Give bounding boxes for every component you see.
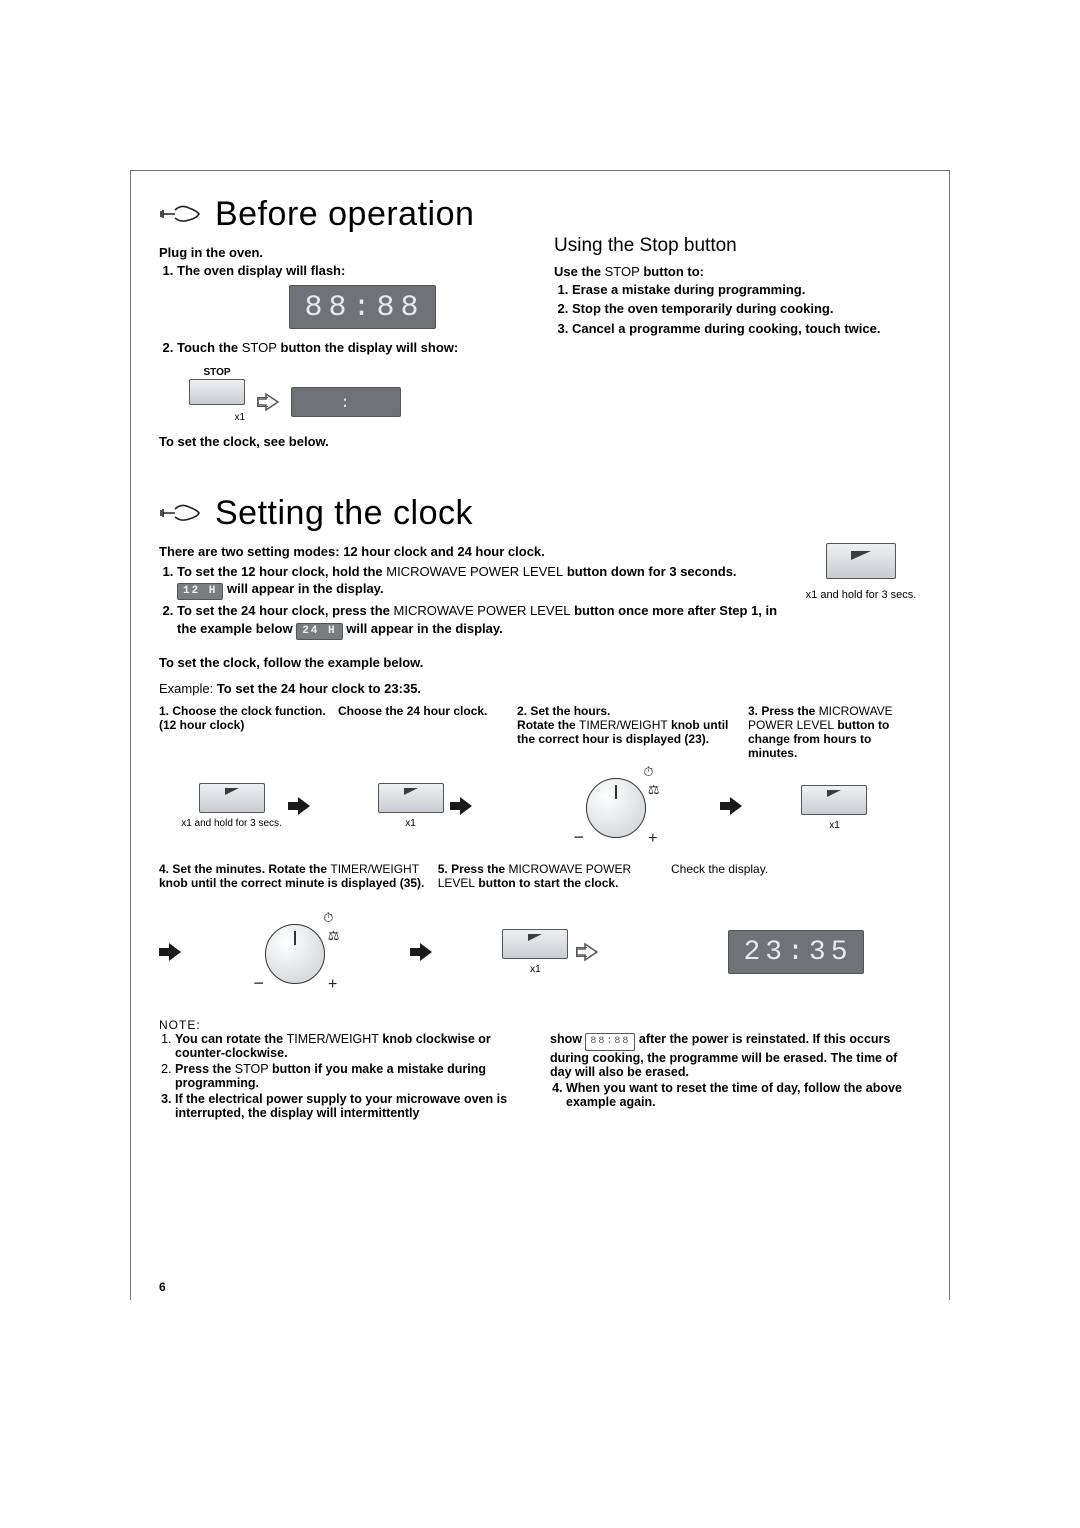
step-5-head: 5. Press the MICROWAVE POWER LEVEL butto… — [438, 862, 665, 904]
timer-weight-knob: ⏱ ⚖ − + — [576, 768, 656, 848]
follow-example: To set the clock, follow the example bel… — [159, 654, 921, 672]
steps-row-1: 1. Choose the clock function. (12 hour c… — [159, 704, 921, 856]
note-2: Press the STOP button if you make a mist… — [175, 1062, 530, 1090]
stop-use-2: Stop the oven temporarily during cooking… — [572, 300, 921, 318]
arrow-right-icon — [255, 389, 281, 415]
note-4: When you want to reset the time of day, … — [566, 1081, 921, 1109]
minus-icon: − — [253, 973, 264, 994]
arrow-right-solid-icon — [410, 943, 432, 961]
timer-weight-knob: ⏱ ⚖ − + — [255, 914, 335, 994]
plug-in-text: Plug in the oven. — [159, 244, 526, 262]
stop-use-1: Erase a mistake during programming. — [572, 281, 921, 299]
power-level-button-graphic — [826, 543, 896, 579]
check-display: Check the display. — [671, 862, 921, 904]
step-1-head: 1. Choose the clock function. (12 hour c… — [159, 704, 332, 758]
section-title-text: Before operation — [215, 195, 474, 234]
note-3-cont: show 88:88 after the power is reinstated… — [550, 1032, 921, 1079]
see-below-text: To set the clock, see below. — [159, 433, 526, 451]
minus-icon: − — [574, 827, 585, 848]
note-1: You can rotate the TIMER/WEIGHT knob clo… — [175, 1032, 530, 1060]
arrow-right-icon — [574, 939, 600, 965]
page-number: 6 — [159, 1280, 166, 1294]
power-level-button-graphic — [801, 785, 867, 815]
step-3-head: 3. Press the MICROWAVE POWER LEVEL butto… — [748, 704, 921, 760]
step-1b-head: Choose the 24 hour clock. — [338, 704, 511, 758]
power-button-aside: x1 and hold for 3 secs. — [801, 543, 921, 602]
lcd-8888-small: 88:88 — [585, 1033, 635, 1051]
stop-button-graphic: STOP — [189, 379, 245, 405]
section-title-2-text: Setting the clock — [215, 494, 473, 533]
stop-word: STOP — [242, 340, 277, 355]
before-operation-section: Before operation Plug in the oven. The o… — [159, 195, 921, 450]
mode-24h: To set the 24 hour clock, press the MICR… — [177, 602, 781, 640]
power-level-button-graphic — [378, 783, 444, 813]
power-level-button-graphic — [502, 929, 568, 959]
clock-icon: ⏱ — [323, 910, 333, 926]
plus-icon: + — [328, 976, 337, 994]
note-3: If the electrical power supply to your m… — [175, 1092, 530, 1120]
lcd-12h: 12 H — [177, 583, 223, 600]
section-title-2: Setting the clock — [159, 494, 921, 533]
lcd-final: 23:35 — [728, 930, 863, 974]
step-4-head: 4. Set the minutes. Rotate the TIMER/WEI… — [159, 862, 432, 904]
step5-under: x1 — [502, 964, 568, 975]
lcd-display: 88:88 — [289, 285, 435, 329]
using-stop-title: Using the Stop button — [554, 235, 921, 257]
plus-icon: + — [648, 830, 657, 848]
two-modes: There are two setting modes: 12 hour clo… — [159, 543, 781, 561]
example-line: Example: To set the 24 hour clock to 23:… — [159, 681, 921, 696]
use-stop-intro: Use the STOP button to: — [554, 263, 921, 281]
manual-page: Before operation Plug in the oven. The o… — [130, 170, 950, 1300]
arrow-right-solid-icon — [159, 943, 181, 961]
clock-icon: ⏱ — [643, 764, 653, 780]
step1b-under: x1 — [378, 818, 444, 829]
note-heading: NOTE: — [159, 1018, 921, 1032]
pointing-hand-icon — [159, 499, 205, 529]
stop-use-3: Cancel a programme during cooking, touch… — [572, 320, 921, 338]
arrow-right-solid-icon — [720, 797, 742, 815]
pointing-hand-icon — [159, 200, 205, 230]
weight-icon: ⚖ — [328, 928, 340, 944]
stop-label: STOP — [203, 366, 230, 380]
step-2-head: 2. Set the hours. Rotate the TIMER/WEIGH… — [517, 704, 742, 758]
lcd-display-blank: : — [291, 387, 401, 417]
weight-icon: ⚖ — [648, 782, 660, 798]
mode-12h: To set the 12 hour clock, hold the MICRO… — [177, 563, 781, 601]
arrow-right-solid-icon — [288, 797, 310, 815]
power-level-button-graphic — [199, 783, 265, 813]
step1-under: x1 and hold for 3 secs. — [181, 818, 282, 829]
steps-row-2: 4. Set the minutes. Rotate the TIMER/WEI… — [159, 862, 921, 1000]
li-touch-stop: Touch the STOP button the display will s… — [177, 339, 526, 357]
press-count: x1 — [189, 411, 245, 425]
li-display-flash: The oven display will flash: — [177, 262, 526, 280]
lcd-24h: 24 H — [296, 623, 342, 640]
section-title: Before operation — [159, 195, 526, 234]
step3-under: x1 — [801, 820, 867, 831]
arrow-right-solid-icon — [450, 797, 472, 815]
note-columns: You can rotate the TIMER/WEIGHT knob clo… — [159, 1032, 921, 1122]
hold-text: x1 and hold for 3 secs. — [801, 588, 921, 603]
